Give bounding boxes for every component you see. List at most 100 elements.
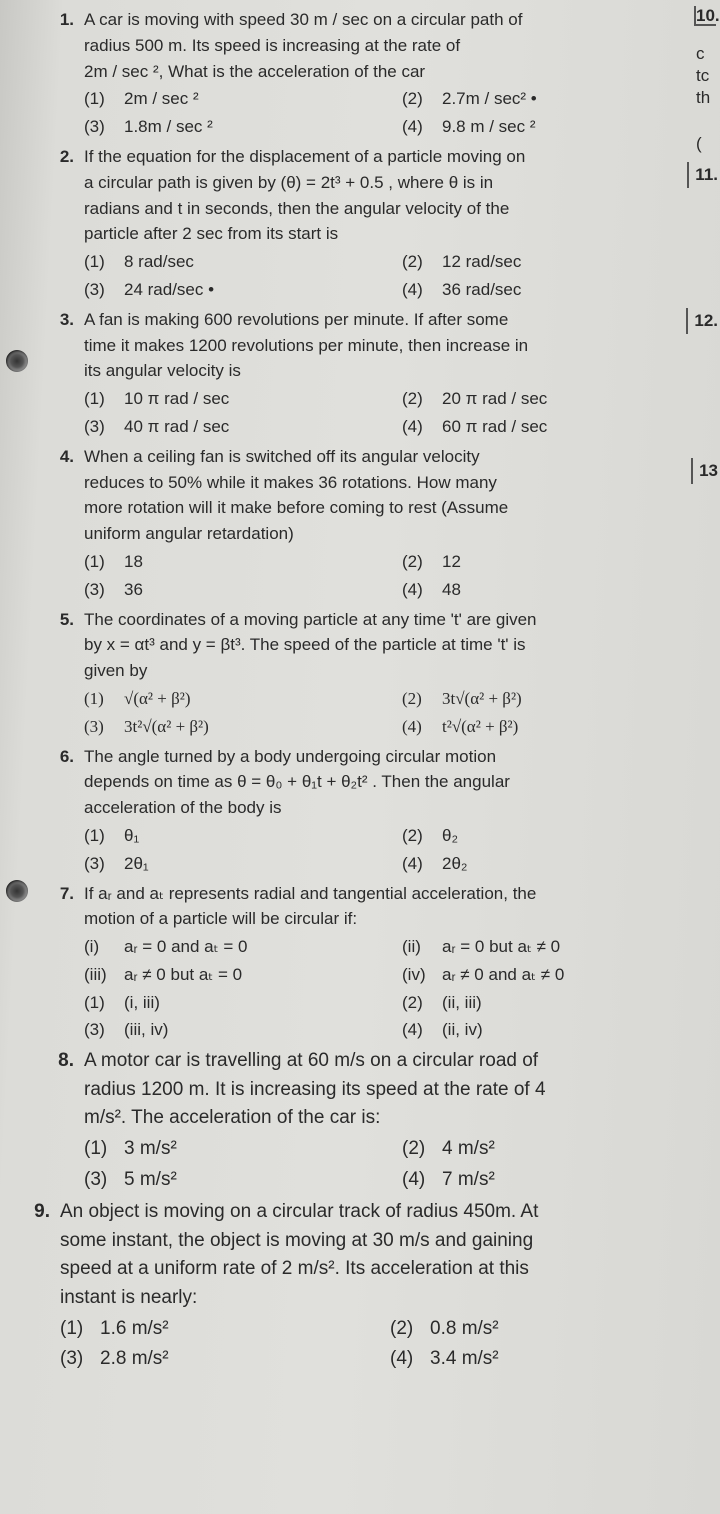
options: (1)8 rad/sec (2)12 rad/sec (3)24 rad/sec… xyxy=(84,250,708,302)
question-body: If aᵣ and aₜ represents radial and tange… xyxy=(84,882,708,1043)
cond-label: (iv) xyxy=(402,963,442,987)
option-1: (1)18 xyxy=(84,550,390,574)
question-body: The angle turned by a body undergoing ci… xyxy=(84,745,708,876)
cond-label: (iii) xyxy=(84,963,124,987)
stem-line: speed at a uniform rate of 2 m/s². Its a… xyxy=(60,1256,708,1283)
option-label: (2) xyxy=(402,824,442,848)
option-label: (2) xyxy=(390,1316,430,1343)
stem-line: A car is moving with speed 30 m / sec on… xyxy=(84,8,708,32)
cut-text: tc xyxy=(690,64,720,88)
stem-line: The coordinates of a moving particle at … xyxy=(84,608,708,632)
option-text: 60 π rad / sec xyxy=(442,415,547,439)
question-body: If the equation for the displacement of … xyxy=(84,145,708,302)
question-5: 5. The coordinates of a moving particle … xyxy=(40,608,708,739)
cond-ii: (ii)aᵣ = 0 but aₜ ≠ 0 xyxy=(402,935,708,959)
option-label: (2) xyxy=(402,550,442,574)
option-text: 8 rad/sec xyxy=(124,250,194,274)
option-label: (1) xyxy=(84,87,124,111)
option-text: 5 m/s² xyxy=(124,1167,177,1194)
option-text: 18 xyxy=(124,550,143,574)
option-label: (4) xyxy=(402,1018,442,1042)
cut-text: ( xyxy=(690,132,720,156)
option-text: 48 xyxy=(442,578,461,602)
option-label: (2) xyxy=(402,87,442,111)
option-2: (2)4 m/s² xyxy=(402,1136,708,1163)
option-4: (4)t²√(α² + β²) xyxy=(402,715,708,739)
option-3: (3)2.8 m/s² xyxy=(60,1346,378,1373)
question-1: 1. A car is moving with speed 30 m / sec… xyxy=(40,8,708,139)
question-number: 8. xyxy=(40,1048,84,1193)
question-number: 6. xyxy=(40,745,84,876)
stem-line: some instant, the object is moving at 30… xyxy=(60,1228,708,1255)
question-number: 9. xyxy=(16,1199,60,1373)
option-text: 24 rad/sec • xyxy=(124,278,214,302)
option-label: (2) xyxy=(402,250,442,274)
options: (1)√(α² + β²) (2)3t√(α² + β²) (3)3t²√(α²… xyxy=(84,687,708,739)
stem-line: The angle turned by a body undergoing ci… xyxy=(84,745,708,769)
option-2: (2)θ₂ xyxy=(402,824,708,848)
question-8: 8. A motor car is travelling at 60 m/s o… xyxy=(40,1048,708,1193)
option-label: (4) xyxy=(402,278,442,302)
option-label: (3) xyxy=(84,578,124,602)
stem-line: A fan is making 600 revolutions per minu… xyxy=(84,308,708,332)
option-label: (1) xyxy=(84,387,124,411)
option-4: (4)60 π rad / sec xyxy=(402,415,708,439)
option-1: (1)(i, iii) xyxy=(84,991,390,1015)
question-3: 3. A fan is making 600 revolutions per m… xyxy=(40,308,708,439)
question-body: A car is moving with speed 30 m / sec on… xyxy=(84,8,708,139)
option-text: 1.8m / sec ² xyxy=(124,115,213,139)
option-2: (2)20 π rad / sec xyxy=(402,387,708,411)
cond-label: (ii) xyxy=(402,935,442,959)
question-6: 6. The angle turned by a body undergoing… xyxy=(40,745,708,876)
option-label: (4) xyxy=(402,578,442,602)
option-label: (3) xyxy=(84,715,124,739)
exam-page: 10. c tc th ( 11. 12. 13 1. A car is mov… xyxy=(0,0,720,1514)
stem-line: m/s². The acceleration of the car is: xyxy=(84,1105,708,1132)
cond-i: (i)aᵣ = 0 and aₜ = 0 xyxy=(84,935,390,959)
option-label: (2) xyxy=(402,387,442,411)
option-4: (4)48 xyxy=(402,578,708,602)
cond-text: aᵣ ≠ 0 and aₜ ≠ 0 xyxy=(442,963,564,987)
option-text: 2θ₂ xyxy=(442,852,468,876)
options: (1)10 π rad / sec (2)20 π rad / sec (3)4… xyxy=(84,387,708,439)
option-4: (4)9.8 m / sec ² xyxy=(402,115,708,139)
cut-text: th xyxy=(690,86,720,110)
option-label: (3) xyxy=(84,1018,124,1042)
stem-line: If the equation for the displacement of … xyxy=(84,145,708,169)
side-ref-11: 11. xyxy=(687,162,718,188)
option-text: 10 π rad / sec xyxy=(124,387,229,411)
option-label: (3) xyxy=(84,1167,124,1194)
option-1: (1)√(α² + β²) xyxy=(84,687,390,711)
option-2: (2)12 rad/sec xyxy=(402,250,708,274)
option-text: θ₂ xyxy=(442,824,458,848)
stem-line: time it makes 1200 revolutions per minut… xyxy=(84,334,708,358)
stem-line: reduces to 50% while it makes 36 rotatio… xyxy=(84,471,708,495)
option-2: (2)3t√(α² + β²) xyxy=(402,687,708,711)
option-text: 2m / sec ² xyxy=(124,87,199,111)
side-ref-10: 10. xyxy=(690,4,720,28)
option-text: 20 π rad / sec xyxy=(442,387,547,411)
question-number: 7. xyxy=(40,882,84,1043)
stem-line: its angular velocity is xyxy=(84,359,708,383)
option-label: (1) xyxy=(84,1136,124,1163)
option-label: (1) xyxy=(84,250,124,274)
question-number: 5. xyxy=(40,608,84,739)
option-text: 36 rad/sec xyxy=(442,278,521,302)
option-text: 0.8 m/s² xyxy=(430,1316,499,1343)
option-label: (3) xyxy=(84,852,124,876)
stem-line: A motor car is travelling at 60 m/s on a… xyxy=(84,1048,708,1075)
option-text: 1.6 m/s² xyxy=(100,1316,169,1343)
options: (1)3 m/s² (2)4 m/s² (3)5 m/s² (4)7 m/s² xyxy=(84,1136,708,1193)
cond-text: aᵣ ≠ 0 but aₜ = 0 xyxy=(124,963,242,987)
option-text: 3 m/s² xyxy=(124,1136,177,1163)
options: (1)2m / sec ² (2)2.7m / sec² • (3)1.8m /… xyxy=(84,87,708,139)
option-text: 3t²√(α² + β²) xyxy=(124,715,209,739)
option-label: (1) xyxy=(60,1316,100,1343)
option-label: (4) xyxy=(402,115,442,139)
option-3: (3)40 π rad / sec xyxy=(84,415,390,439)
option-label: (4) xyxy=(390,1346,430,1373)
option-text: (iii, iv) xyxy=(124,1018,168,1042)
option-3: (3)1.8m / sec ² xyxy=(84,115,390,139)
option-text: 3.4 m/s² xyxy=(430,1346,499,1373)
option-1: (1)1.6 m/s² xyxy=(60,1316,378,1343)
